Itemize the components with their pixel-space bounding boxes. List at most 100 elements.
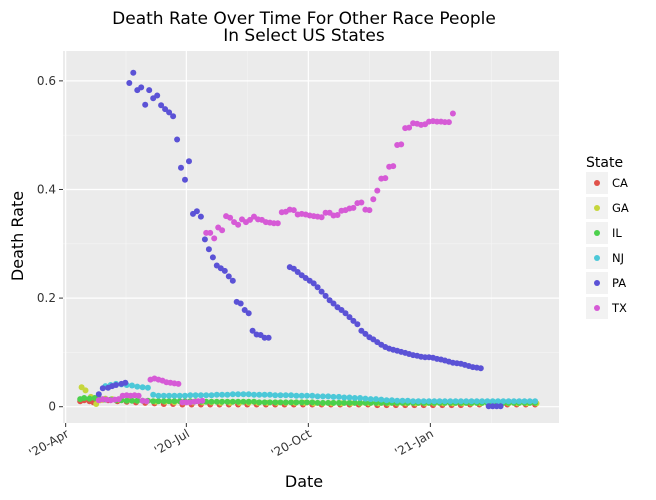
data-point-tx (115, 396, 122, 403)
data-point-il (235, 398, 242, 405)
data-point-il (81, 395, 88, 401)
data-point-nj (452, 398, 459, 405)
x-tick-label: '20-Jul (152, 426, 192, 457)
data-point-tx (227, 214, 234, 221)
data-point-pa (322, 292, 329, 299)
y-tick-label: 0.2 (37, 291, 56, 305)
data-point-nj (139, 384, 146, 391)
y-axis-title: Death Rate (8, 191, 27, 281)
data-point-nj (150, 391, 157, 398)
data-point-il (208, 398, 215, 405)
data-point-pa (241, 307, 248, 313)
data-point-nj (155, 392, 162, 399)
data-point-nj (182, 392, 188, 399)
data-point-il (160, 398, 167, 405)
data-point-nj (224, 391, 231, 398)
data-point-nj (479, 398, 486, 405)
data-point-nj (378, 396, 385, 403)
data-point-nj (489, 398, 496, 405)
x-axis: '20-Apr '20-Jul '20-Oct '21-Jan (27, 423, 436, 461)
data-point-il (330, 399, 337, 406)
data-point-tx (445, 119, 452, 126)
data-point-nj (213, 391, 220, 398)
data-point-tx (247, 216, 253, 223)
data-point-nj (144, 384, 151, 391)
data-point-pa (186, 158, 192, 165)
x-axis-title: Date (285, 472, 323, 491)
data-point-nj (261, 391, 268, 398)
data-point-nj (330, 393, 337, 400)
data-point-il (256, 399, 263, 406)
data-point-nj (388, 397, 395, 404)
data-point-nj (394, 397, 401, 404)
data-point-nj (298, 392, 305, 399)
data-point-nj (431, 398, 438, 405)
data-point-nj (468, 398, 475, 405)
data-point-tx (350, 204, 357, 211)
data-point-il (293, 399, 300, 406)
x-tick-label: '21-Jan (392, 426, 435, 459)
data-point-nj (335, 393, 342, 400)
data-point-pa (225, 273, 232, 280)
legend-marker-ga (594, 205, 600, 211)
data-point-pa (237, 300, 244, 307)
data-point-il (277, 399, 284, 406)
data-point-il (266, 399, 273, 406)
data-point-pa (330, 300, 337, 307)
data-point-pa (249, 327, 256, 334)
data-point-nj (192, 392, 199, 399)
data-point-nj (240, 391, 247, 398)
data-point-il (213, 398, 220, 405)
data-point-nj (134, 383, 141, 390)
data-point-nj (235, 391, 242, 398)
data-point-pa (294, 269, 301, 275)
y-tick-label: 0.4 (37, 182, 56, 196)
data-point-il (229, 398, 236, 405)
data-point-nj (495, 398, 501, 405)
data-point-tx (199, 397, 206, 404)
data-point-nj (176, 392, 183, 399)
data-point-pa (197, 213, 204, 220)
data-point-pa (358, 327, 365, 334)
data-point-nj (129, 382, 135, 389)
data-point-pa (130, 69, 137, 76)
data-point-il (346, 399, 353, 406)
data-point-il (325, 399, 332, 406)
data-point-nj (399, 397, 406, 404)
data-point-nj (516, 398, 523, 405)
data-point-nj (288, 392, 295, 399)
data-point-nj (436, 398, 443, 405)
data-point-pa (346, 314, 353, 321)
chart-title-line1: Death Rate Over Time For Other Race Peop… (112, 9, 496, 29)
data-point-tx (207, 229, 214, 236)
data-point-pa (497, 403, 504, 410)
data-point-pa (99, 385, 106, 392)
data-point-pa (182, 176, 188, 183)
data-point-nj (208, 392, 215, 399)
data-point-nj (532, 398, 539, 405)
data-point-il (86, 395, 93, 402)
data-point-il (171, 398, 178, 405)
data-point-nj (373, 396, 379, 403)
chart-title-line2: In Select US States (223, 26, 385, 46)
data-point-nj (341, 394, 348, 401)
data-point-pa (122, 379, 129, 386)
data-point-pa (201, 236, 208, 243)
data-point-tx (406, 124, 413, 131)
data-point-il (166, 398, 173, 405)
data-point-pa (162, 106, 169, 113)
data-point-nj (203, 392, 210, 399)
y-axis: 0 0.2 0.4 0.6 (37, 74, 63, 414)
data-point-il (251, 398, 257, 405)
data-points (77, 69, 540, 410)
data-point-pa (354, 321, 361, 328)
data-point-il (288, 399, 295, 406)
data-point-ga (82, 387, 89, 394)
legend-label-pa: PA (612, 276, 626, 290)
data-point-tx (449, 110, 456, 117)
data-point-nj (526, 398, 533, 405)
data-point-nj (166, 392, 173, 399)
data-point-il (282, 399, 289, 406)
data-point-pa (205, 246, 212, 253)
